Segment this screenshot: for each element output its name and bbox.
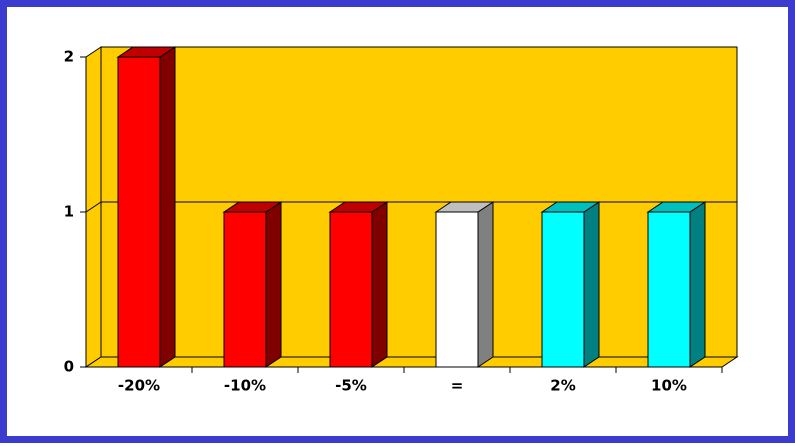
x-tick-label: 2% [550,377,575,395]
bar-side [689,201,706,368]
bar-side [159,46,176,368]
bar-side [583,201,600,368]
grid-line [85,201,102,213]
y-tick-label: 0 [64,358,74,376]
bar [329,211,373,368]
y-tick-label: 1 [64,203,74,221]
bar [647,211,691,368]
bar [117,56,161,368]
bar [541,211,585,368]
x-tick-label: -10% [224,377,266,395]
x-tick-label: 10% [651,377,687,395]
x-tick-label: = [451,377,464,395]
x-tick-label: -5% [335,377,367,395]
bar-side [477,201,494,368]
bar [223,211,267,368]
y-tick-label: 2 [64,48,74,66]
bar [435,211,479,368]
bar-side [371,201,388,368]
x-tick-label: -20% [118,377,160,395]
floor [84,356,739,368]
bar-side [265,201,282,368]
